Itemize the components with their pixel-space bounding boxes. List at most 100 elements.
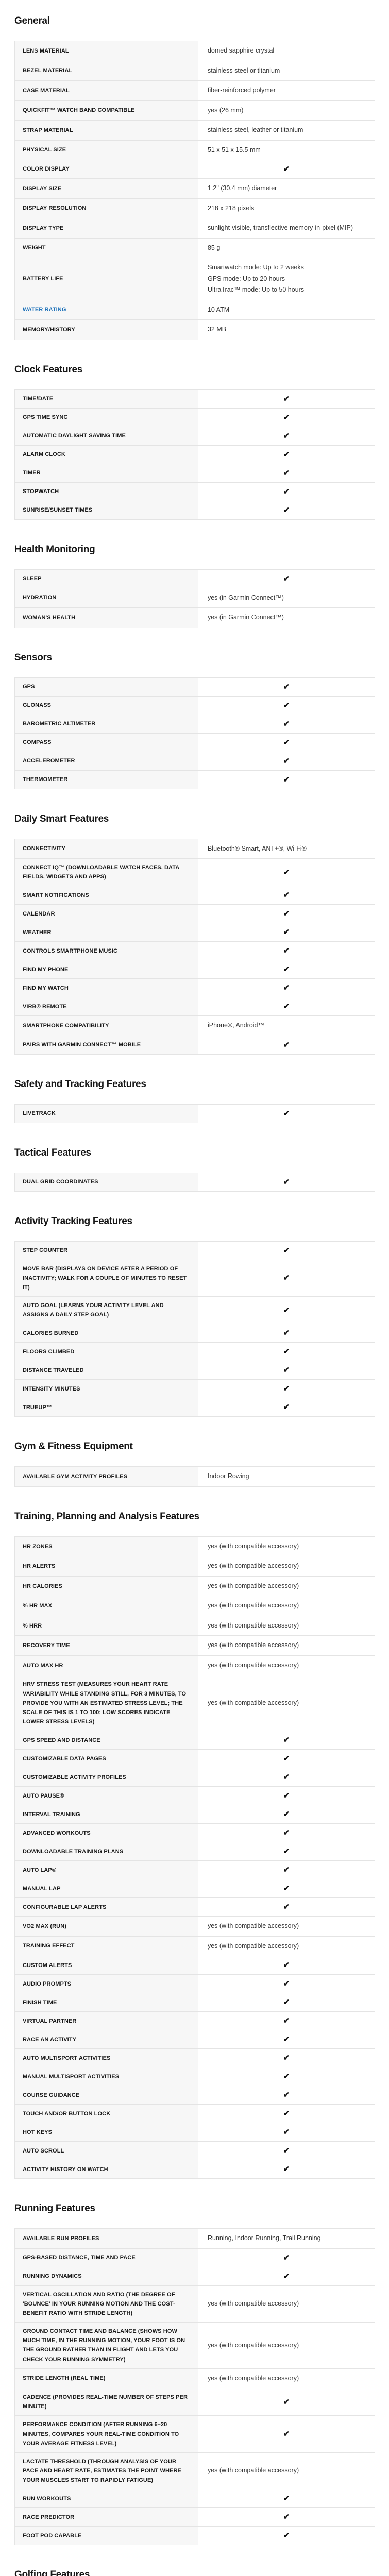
spec-row: DISPLAY SIZE 1.2" (30.4 mm) diameter <box>15 178 375 198</box>
check-icon: ✔ <box>283 1347 290 1357</box>
spec-row: FOOT POD CAPABLE ✔ <box>15 2526 375 2545</box>
section-title: Running Features <box>14 2203 95 2214</box>
section-title: Activity Tracking Features <box>14 1215 132 1227</box>
spec-label: VIRB® REMOTE <box>23 1003 67 1010</box>
spec-row: DOWNLOADABLE TRAINING PLANS ✔ <box>15 1842 375 1861</box>
spec-value-cell: ✔ <box>198 859 375 886</box>
spec-label-cell: STOPWATCH <box>15 482 198 501</box>
spec-row: CALENDAR ✔ <box>15 904 375 923</box>
check-icon: ✔ <box>283 1274 290 1283</box>
spec-row: HOT KEYS ✔ <box>15 2123 375 2142</box>
check-icon: ✔ <box>283 2513 290 2522</box>
spec-row: STOPWATCH ✔ <box>15 482 375 501</box>
check-icon: ✔ <box>283 1979 290 1989</box>
spec-row: HR ALERTS yes (with compatible accessory) <box>15 1556 375 1576</box>
section-title: Safety and Tracking Features <box>14 1078 146 1090</box>
spec-label-cell: VO2 MAX (RUN) <box>15 1917 198 1936</box>
spec-value-cell: ✔ <box>198 1361 375 1379</box>
spec-label-cell: QUICKFIT™ WATCH BAND COMPATIBLE <box>15 100 198 120</box>
spec-row: TIME/DATE ✔ <box>15 389 375 408</box>
spec-label-cell: LACTATE THRESHOLD (THROUGH ANALYSIS OF Y… <box>15 2452 198 2489</box>
spec-row: SLEEP ✔ <box>15 569 375 588</box>
spec-label: % HR MAX <box>23 1603 53 1609</box>
spec-label: WOMAN'S HEALTH <box>23 614 76 621</box>
spec-label: CUSTOMIZABLE DATA PAGES <box>23 1755 106 1762</box>
spec-value-cell: ✔ <box>198 2489 375 2507</box>
spec-label: QUICKFIT™ WATCH BAND COMPATIBLE <box>23 107 135 114</box>
check-icon: ✔ <box>283 2531 290 2540</box>
spec-value: yes (with compatible accessory) <box>207 1621 299 1629</box>
spec-label: WEATHER <box>23 929 52 936</box>
spec-label: CONFIGURABLE LAP ALERTS <box>23 1904 107 1910</box>
spec-row: AUTO GOAL (LEARNS YOUR ACTIVITY LEVEL AN… <box>15 1296 375 1324</box>
spec-label: COURSE GUIDANCE <box>23 2092 80 2098</box>
spec-label-cell: WATER RATING <box>15 300 198 319</box>
spec-row: PAIRS WITH GARMIN CONNECT™ MOBILE ✔ <box>15 1035 375 1054</box>
spec-label: BAROMETRIC ALTIMETER <box>23 720 96 727</box>
spec-value: 218 x 218 pixels <box>207 204 255 212</box>
spec-label: GROUND CONTACT TIME AND BALANCE (SHOWS H… <box>23 2328 185 2363</box>
check-icon: ✔ <box>283 775 290 784</box>
spec-value-cell: yes (with compatible accessory) <box>198 2286 375 2322</box>
spec-label: STRIDE LENGTH (REAL TIME) <box>23 2375 106 2382</box>
spec-label-cell: RUNNING DYNAMICS <box>15 2267 198 2285</box>
spec-row: LENS MATERIAL domed sapphire crystal <box>15 41 375 61</box>
spec-row: AUTO SCROLL ✔ <box>15 2141 375 2160</box>
spec-label: % HRR <box>23 1622 42 1629</box>
check-icon: ✔ <box>283 1866 290 1875</box>
spec-row: % HR MAX yes (with compatible accessory) <box>15 1596 375 1616</box>
spec-label-cell: ADVANCED WORKOUTS <box>15 1824 198 1842</box>
spec-label: STOPWATCH <box>23 488 59 495</box>
check-icon: ✔ <box>283 1903 290 1912</box>
spec-label-cell: DISPLAY RESOLUTION <box>15 198 198 218</box>
spec-value-cell: yes (with compatible accessory) <box>198 1556 375 1576</box>
spec-label-cell: VERTICAL OSCILLATION AND RATIO (THE DEGR… <box>15 2285 198 2323</box>
spec-label: BEZEL MATERIAL <box>23 67 73 74</box>
spec-value-cell: ✔ <box>198 678 375 696</box>
check-icon: ✔ <box>283 2054 290 2063</box>
spec-value-cell: yes (with compatible accessory) <box>198 1596 375 1616</box>
spec-label-cell: GPS TIME SYNC <box>15 408 198 427</box>
spec-label: RECOVERY TIME <box>23 1642 70 1649</box>
spec-section: Safety and Tracking Features LIVETRACK ✔ <box>14 1079 375 1123</box>
spec-row: CALORIES BURNED ✔ <box>15 1324 375 1343</box>
spec-value-cell: ✔ <box>198 2416 375 2452</box>
check-icon: ✔ <box>283 1847 290 1856</box>
spec-row: PERFORMANCE CONDITION (AFTER RUNNING 6–2… <box>15 2415 375 2452</box>
spec-label-cell: TIMER <box>15 464 198 482</box>
spec-value-cell: ✔ <box>198 2123 375 2141</box>
spec-label-cell: WOMAN'S HEALTH <box>15 608 198 628</box>
spec-row: CONFIGURABLE LAP ALERTS ✔ <box>15 1897 375 1917</box>
check-icon: ✔ <box>283 1884 290 1893</box>
spec-value-cell: Bluetooth® Smart, ANT+®, Wi-Fi® <box>198 839 375 859</box>
spec-value-cell: yes (with compatible accessory) <box>198 1937 375 1956</box>
spec-label-cell: GLONASS <box>15 696 198 715</box>
spec-label-cell: RACE AN ACTIVITY <box>15 2030 198 2049</box>
spec-label: CONNECTIVITY <box>23 845 66 852</box>
spec-label-cell: GPS SPEED AND DISTANCE <box>15 1731 198 1750</box>
spec-label-cell: MANUAL LAP <box>15 1879 198 1898</box>
spec-label: ACCELEROMETER <box>23 757 75 764</box>
spec-row: AUTOMATIC DAYLIGHT SAVING TIME ✔ <box>15 426 375 445</box>
check-icon: ✔ <box>283 2494 290 2503</box>
spec-value: iPhone®, Android™ <box>207 1022 264 1029</box>
spec-label: WEIGHT <box>23 245 46 251</box>
check-icon: ✔ <box>283 984 290 993</box>
spec-row: RACE PREDICTOR ✔ <box>15 2507 375 2527</box>
spec-label-cell: RACE PREDICTOR <box>15 2508 198 2527</box>
spec-value-cell: yes (with compatible accessory) <box>198 2369 375 2388</box>
spec-row: COURSE GUIDANCE ✔ <box>15 2086 375 2105</box>
spec-label: DISTANCE TRAVELED <box>23 1367 84 1374</box>
section-title: Sensors <box>14 652 52 663</box>
spec-label: AUTO GOAL (LEARNS YOUR ACTIVITY LEVEL AN… <box>23 1302 164 1318</box>
spec-value: Indoor Rowing <box>207 1472 249 1480</box>
spec-value-cell: ✔ <box>198 1975 375 1993</box>
spec-label-link[interactable]: WATER RATING <box>23 307 66 313</box>
spec-label-cell: DISPLAY TYPE <box>15 218 198 238</box>
check-icon: ✔ <box>283 1246 290 1255</box>
spec-section: Clock Features TIME/DATE ✔ GPS TIME SYNC ✔ AU… <box>14 364 375 520</box>
spec-value-cell: ✔ <box>198 1879 375 1897</box>
spec-row: STRIDE LENGTH (REAL TIME) yes (with compa… <box>15 2368 375 2388</box>
spec-label: INTERVAL TRAINING <box>23 1811 80 1818</box>
spec-value-cell: yes (in Garmin Connect™) <box>198 588 375 608</box>
